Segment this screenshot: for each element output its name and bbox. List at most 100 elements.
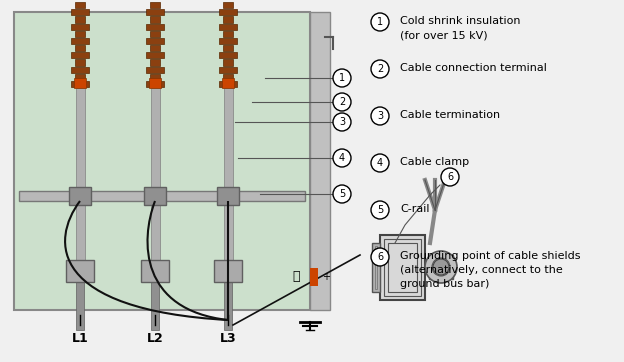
Bar: [146, 9, 164, 16]
Text: 2: 2: [377, 64, 383, 74]
Text: Cable termination: Cable termination: [400, 110, 500, 120]
Bar: [75, 16, 85, 23]
Bar: [224, 282, 232, 330]
Text: ground bus bar): ground bus bar): [400, 279, 489, 289]
Bar: [223, 88, 233, 201]
Bar: [310, 12, 330, 310]
Bar: [150, 88, 160, 201]
Bar: [217, 187, 239, 205]
Text: (alternatively, connect to the: (alternatively, connect to the: [400, 265, 563, 275]
Circle shape: [371, 107, 389, 125]
Bar: [71, 67, 89, 73]
Bar: [71, 81, 89, 87]
Bar: [375, 246, 377, 289]
Text: 1: 1: [377, 17, 383, 27]
Bar: [75, 31, 85, 37]
Text: L3: L3: [220, 332, 236, 345]
Circle shape: [371, 13, 389, 31]
Bar: [388, 243, 417, 292]
Text: Cable connection terminal: Cable connection terminal: [400, 63, 547, 73]
Bar: [223, 31, 233, 37]
Bar: [380, 235, 425, 300]
Bar: [146, 67, 164, 73]
Text: 4: 4: [339, 153, 345, 163]
Bar: [150, 2, 160, 8]
Bar: [219, 9, 237, 16]
Bar: [71, 24, 89, 30]
Bar: [310, 268, 318, 286]
Bar: [144, 187, 166, 205]
Bar: [76, 282, 84, 330]
Text: 6: 6: [447, 172, 453, 182]
Text: 5: 5: [377, 205, 383, 215]
Bar: [146, 38, 164, 44]
Bar: [74, 78, 86, 88]
Bar: [223, 2, 233, 8]
Bar: [150, 205, 160, 260]
Circle shape: [425, 251, 457, 283]
Circle shape: [432, 258, 450, 276]
Text: 1: 1: [339, 73, 345, 83]
Bar: [71, 38, 89, 44]
Circle shape: [371, 60, 389, 78]
Circle shape: [333, 93, 351, 111]
Bar: [19, 191, 305, 201]
Bar: [71, 52, 89, 59]
Bar: [14, 12, 310, 310]
Bar: [222, 78, 234, 88]
Text: 6: 6: [377, 252, 383, 262]
Bar: [150, 45, 160, 51]
Bar: [150, 16, 160, 23]
Bar: [76, 88, 84, 201]
Bar: [75, 59, 85, 66]
Bar: [146, 81, 164, 87]
Bar: [219, 38, 237, 44]
Bar: [214, 260, 242, 282]
Bar: [150, 73, 160, 80]
Bar: [219, 67, 237, 73]
Circle shape: [433, 259, 449, 275]
Circle shape: [371, 154, 389, 172]
Bar: [151, 282, 159, 330]
Text: L1: L1: [72, 332, 89, 345]
Bar: [429, 255, 453, 279]
Text: Cold shrink insulation: Cold shrink insulation: [400, 16, 520, 26]
Text: 4: 4: [377, 158, 383, 168]
Bar: [75, 73, 85, 80]
Bar: [223, 205, 233, 260]
Circle shape: [441, 168, 459, 186]
Circle shape: [333, 149, 351, 167]
Bar: [223, 73, 233, 80]
Bar: [150, 31, 160, 37]
Bar: [76, 205, 84, 260]
Text: L2: L2: [147, 332, 163, 345]
Text: 3: 3: [377, 111, 383, 121]
Bar: [219, 81, 237, 87]
Text: Cable clamp: Cable clamp: [400, 157, 469, 167]
Text: (for over 15 kV): (for over 15 kV): [400, 30, 487, 40]
Bar: [372, 243, 380, 292]
Bar: [149, 78, 161, 88]
Text: 5: 5: [339, 189, 345, 199]
Bar: [75, 45, 85, 51]
Bar: [71, 9, 89, 16]
Bar: [219, 52, 237, 59]
Circle shape: [371, 201, 389, 219]
Bar: [384, 239, 421, 296]
Bar: [223, 59, 233, 66]
Circle shape: [333, 113, 351, 131]
Text: Grounding point of cable shields: Grounding point of cable shields: [400, 251, 580, 261]
Bar: [223, 16, 233, 23]
Circle shape: [371, 248, 389, 266]
Text: C-rail: C-rail: [400, 204, 429, 214]
Bar: [66, 260, 94, 282]
Circle shape: [333, 185, 351, 203]
Bar: [141, 260, 169, 282]
Circle shape: [333, 69, 351, 87]
Bar: [150, 59, 160, 66]
Text: +: +: [322, 272, 330, 282]
Text: 2: 2: [339, 97, 345, 107]
Bar: [146, 52, 164, 59]
Bar: [75, 2, 85, 8]
Bar: [146, 24, 164, 30]
